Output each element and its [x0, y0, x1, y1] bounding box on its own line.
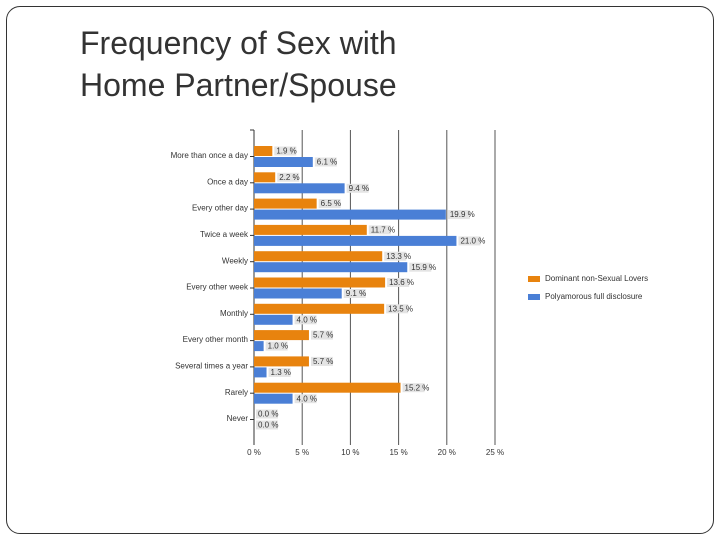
- y-tick-label: Weekly: [222, 256, 248, 265]
- value-label: 5.7 %: [313, 357, 333, 366]
- bar: [254, 235, 457, 246]
- y-tick-label: Monthly: [220, 309, 248, 318]
- bar: [254, 262, 408, 273]
- value-label-bg: [310, 356, 333, 366]
- value-label: 0.0 %: [258, 410, 278, 419]
- value-label: 5.7 %: [313, 331, 333, 340]
- legend-label: Polyamorous full disclosure: [545, 292, 643, 301]
- bar: [254, 367, 267, 378]
- y-tick-label: Every other week: [186, 283, 249, 292]
- bar: [254, 251, 383, 262]
- value-label: 13.6 %: [389, 278, 414, 287]
- value-label-bg: [268, 367, 291, 377]
- x-tick-label: 0 %: [247, 448, 261, 457]
- value-label-bg: [314, 157, 337, 167]
- value-label: 21.0 %: [460, 237, 485, 246]
- value-label: 6.5 %: [321, 199, 341, 208]
- value-label-bg: [384, 251, 407, 261]
- y-tick-label: More than once a day: [171, 151, 248, 160]
- value-label-bg: [265, 341, 288, 351]
- value-label-bg: [409, 262, 432, 272]
- y-tick-label: Every other day: [192, 204, 248, 213]
- y-tick-label: Never: [227, 414, 249, 423]
- legend-swatch: [528, 294, 540, 300]
- value-label: 6.1 %: [317, 158, 337, 167]
- value-label: 1.3 %: [271, 368, 291, 377]
- value-label-bg: [256, 420, 278, 430]
- slide-frame: [6, 6, 714, 534]
- value-label: 13.5 %: [388, 304, 413, 313]
- value-label: 19.9 %: [450, 210, 475, 219]
- y-tick-label: Rarely: [225, 388, 248, 397]
- x-tick-label: 20 %: [438, 448, 456, 457]
- bar: [254, 209, 446, 220]
- value-label-bg: [294, 394, 317, 404]
- value-label-bg: [294, 315, 317, 325]
- bar: [254, 172, 276, 183]
- bar: [254, 146, 273, 156]
- value-label: 1.9 %: [276, 147, 296, 156]
- bar: [254, 393, 293, 404]
- value-label: 9.4 %: [349, 184, 369, 193]
- bar: [254, 224, 367, 235]
- value-label-bg: [277, 172, 300, 182]
- value-label: 4.0 %: [297, 394, 317, 403]
- y-tick-label: Once a day: [207, 177, 248, 186]
- x-tick-label: 5 %: [295, 448, 309, 457]
- value-label: 4.0 %: [297, 315, 317, 324]
- value-label-bg: [368, 225, 391, 235]
- value-label: 2.2 %: [279, 173, 299, 182]
- value-label-bg: [346, 183, 369, 193]
- bar: [254, 341, 264, 352]
- value-label-bg: [402, 383, 425, 393]
- legend-label: Dominant non-Sexual Lovers: [545, 274, 648, 283]
- value-label-bg: [458, 236, 481, 246]
- bar: [254, 183, 345, 194]
- bar: [254, 198, 317, 209]
- value-label: 15.2 %: [405, 383, 430, 392]
- value-label: 11.7 %: [371, 226, 395, 235]
- bar: [254, 382, 401, 393]
- value-label-bg: [447, 210, 470, 220]
- bar: [254, 314, 293, 325]
- value-label: 0.0 %: [258, 421, 278, 430]
- legend-swatch: [528, 276, 540, 282]
- bar: [254, 277, 386, 288]
- bar: [254, 303, 385, 314]
- bar: [254, 157, 313, 167]
- value-label-bg: [318, 199, 341, 209]
- bar: [254, 356, 309, 367]
- slide-title: Frequency of Sex with Home Partner/Spous…: [80, 25, 397, 103]
- value-label-bg: [343, 289, 366, 298]
- value-label-bg: [386, 304, 409, 314]
- value-label-bg: [310, 330, 333, 340]
- value-label-bg: [256, 409, 278, 419]
- y-tick-label: Every other month: [183, 335, 248, 344]
- y-tick-label: Several times a year: [175, 362, 248, 371]
- y-tick-label: Twice a week: [200, 230, 249, 239]
- bar: [254, 330, 309, 341]
- x-tick-label: 10 %: [341, 448, 359, 457]
- value-label-bg: [387, 278, 410, 287]
- value-label: 15.9 %: [411, 263, 436, 272]
- value-label: 1.0 %: [268, 342, 288, 351]
- bar: [254, 288, 342, 299]
- x-tick-label: 25 %: [486, 448, 504, 457]
- value-label: 9.1 %: [346, 289, 366, 298]
- value-label: 13.3 %: [386, 252, 411, 261]
- x-tick-label: 15 %: [389, 448, 407, 457]
- value-label-bg: [274, 146, 297, 156]
